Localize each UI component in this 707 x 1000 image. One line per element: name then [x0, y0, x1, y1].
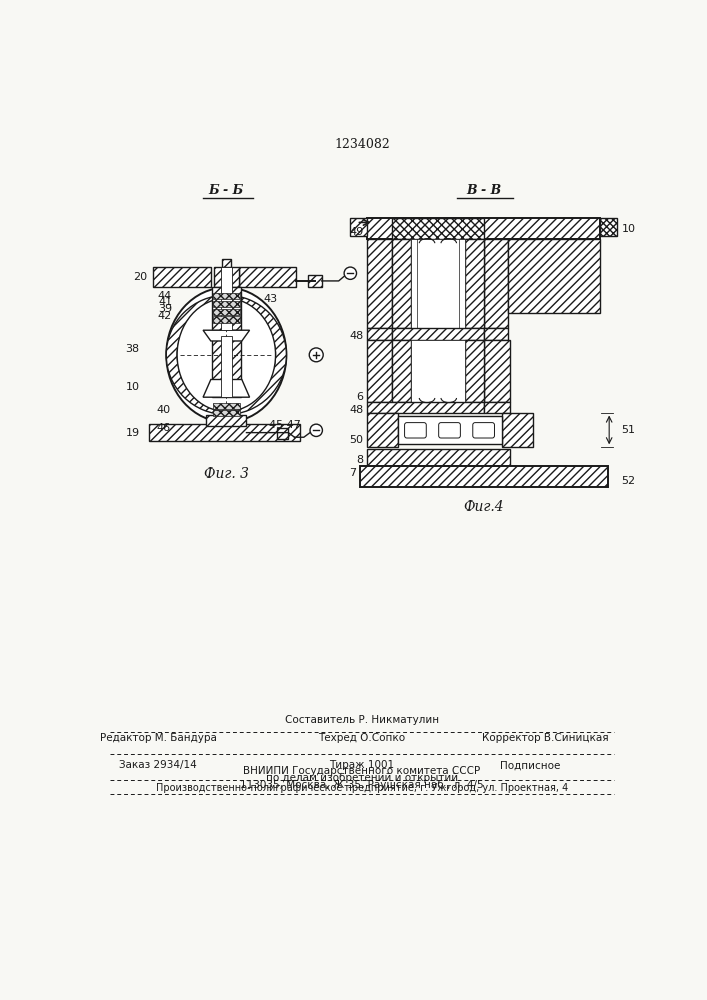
Circle shape: [344, 267, 356, 279]
Text: Техред О.Сопко: Техред О.Сопко: [318, 733, 406, 743]
Text: 52: 52: [621, 476, 636, 486]
Text: 6: 6: [356, 392, 363, 402]
Circle shape: [309, 348, 323, 362]
Bar: [392, 218, 484, 239]
Bar: [213, 309, 240, 315]
Bar: [484, 328, 508, 340]
Text: 19: 19: [125, 428, 139, 438]
Bar: [149, 424, 300, 441]
Bar: [408, 340, 416, 343]
Bar: [465, 340, 484, 402]
Bar: [213, 293, 240, 299]
Bar: [211, 336, 241, 397]
FancyBboxPatch shape: [438, 423, 460, 438]
Text: по делам изобретений и открытий: по делам изобретений и открытий: [266, 773, 458, 783]
Text: 48: 48: [349, 331, 363, 341]
Bar: [502, 413, 533, 447]
Bar: [368, 402, 484, 413]
Text: Подписное: Подписное: [500, 760, 561, 770]
Bar: [206, 415, 247, 426]
Bar: [214, 267, 239, 287]
Text: 39: 39: [158, 304, 172, 314]
Bar: [600, 218, 617, 236]
Text: 1234082: 1234082: [334, 138, 390, 151]
Text: 45 47: 45 47: [269, 420, 300, 430]
Bar: [368, 413, 398, 447]
Text: Заказ 2934/14: Заказ 2934/14: [119, 760, 197, 770]
Text: 10: 10: [621, 224, 636, 234]
Text: 44: 44: [158, 291, 172, 301]
Bar: [392, 239, 411, 328]
Text: 10: 10: [126, 382, 139, 392]
Bar: [276, 428, 288, 439]
FancyBboxPatch shape: [404, 423, 426, 438]
Text: ВНИИПИ Государственного комитета СССР: ВНИИПИ Государственного комитета СССР: [243, 766, 481, 776]
Bar: [360, 466, 607, 487]
Text: 50: 50: [349, 435, 363, 445]
Bar: [351, 218, 368, 236]
Bar: [392, 340, 411, 402]
Circle shape: [310, 424, 322, 436]
Text: Корректор В.Синицкая: Корректор В.Синицкая: [482, 733, 609, 743]
Text: 43: 43: [264, 294, 278, 304]
Text: Фиг.4: Фиг.4: [463, 500, 504, 514]
Bar: [222, 259, 231, 267]
Text: 46: 46: [156, 423, 170, 433]
FancyBboxPatch shape: [473, 423, 494, 438]
Text: Б - Б: Б - Б: [209, 184, 244, 197]
Bar: [368, 218, 600, 239]
Text: 113035, Москва, Ж-35, Раушская наб., л. 4/5: 113035, Москва, Ж-35, Раушская наб., л. …: [240, 780, 484, 790]
Text: Фиг. 3: Фиг. 3: [204, 467, 249, 481]
Text: 20: 20: [133, 272, 147, 282]
Bar: [213, 316, 240, 323]
Bar: [411, 239, 465, 328]
Bar: [484, 402, 510, 413]
Ellipse shape: [177, 298, 276, 411]
Text: Тираж 1001: Тираж 1001: [329, 760, 395, 770]
Bar: [460, 340, 468, 343]
Text: 49: 49: [349, 227, 363, 237]
Bar: [308, 275, 322, 287]
Bar: [221, 336, 232, 397]
Bar: [484, 239, 508, 328]
Text: В - В: В - В: [466, 184, 501, 197]
Bar: [368, 239, 392, 328]
Bar: [392, 328, 484, 340]
Bar: [368, 340, 392, 402]
Bar: [411, 340, 465, 402]
Text: Составитель Р. Никматулин: Составитель Р. Никматулин: [285, 715, 439, 725]
Bar: [368, 449, 510, 466]
Bar: [239, 267, 296, 287]
Bar: [484, 340, 510, 402]
Text: 42: 42: [158, 311, 172, 321]
Text: 8: 8: [356, 455, 363, 465]
Bar: [213, 301, 240, 307]
Text: 41: 41: [158, 297, 172, 307]
Bar: [211, 287, 241, 330]
Text: 7: 7: [349, 468, 356, 478]
Text: 51: 51: [621, 425, 636, 435]
Text: 40: 40: [156, 405, 170, 415]
Polygon shape: [203, 330, 250, 341]
Bar: [213, 403, 240, 409]
Bar: [153, 267, 211, 287]
Wedge shape: [166, 295, 286, 415]
Text: Производственно-полиграфическое предприятие, г. Ужгород, ул. Проектная, 4: Производственно-полиграфическое предприя…: [156, 783, 568, 793]
Bar: [508, 239, 600, 312]
Polygon shape: [203, 379, 250, 397]
Bar: [398, 416, 502, 444]
Bar: [213, 410, 240, 416]
Text: 48: 48: [349, 405, 363, 415]
Bar: [465, 239, 484, 328]
Text: 38: 38: [125, 344, 139, 354]
Ellipse shape: [166, 287, 286, 422]
Bar: [368, 328, 392, 340]
Text: Редактор М. Бандура: Редактор М. Бандура: [100, 733, 216, 743]
Bar: [221, 267, 232, 330]
